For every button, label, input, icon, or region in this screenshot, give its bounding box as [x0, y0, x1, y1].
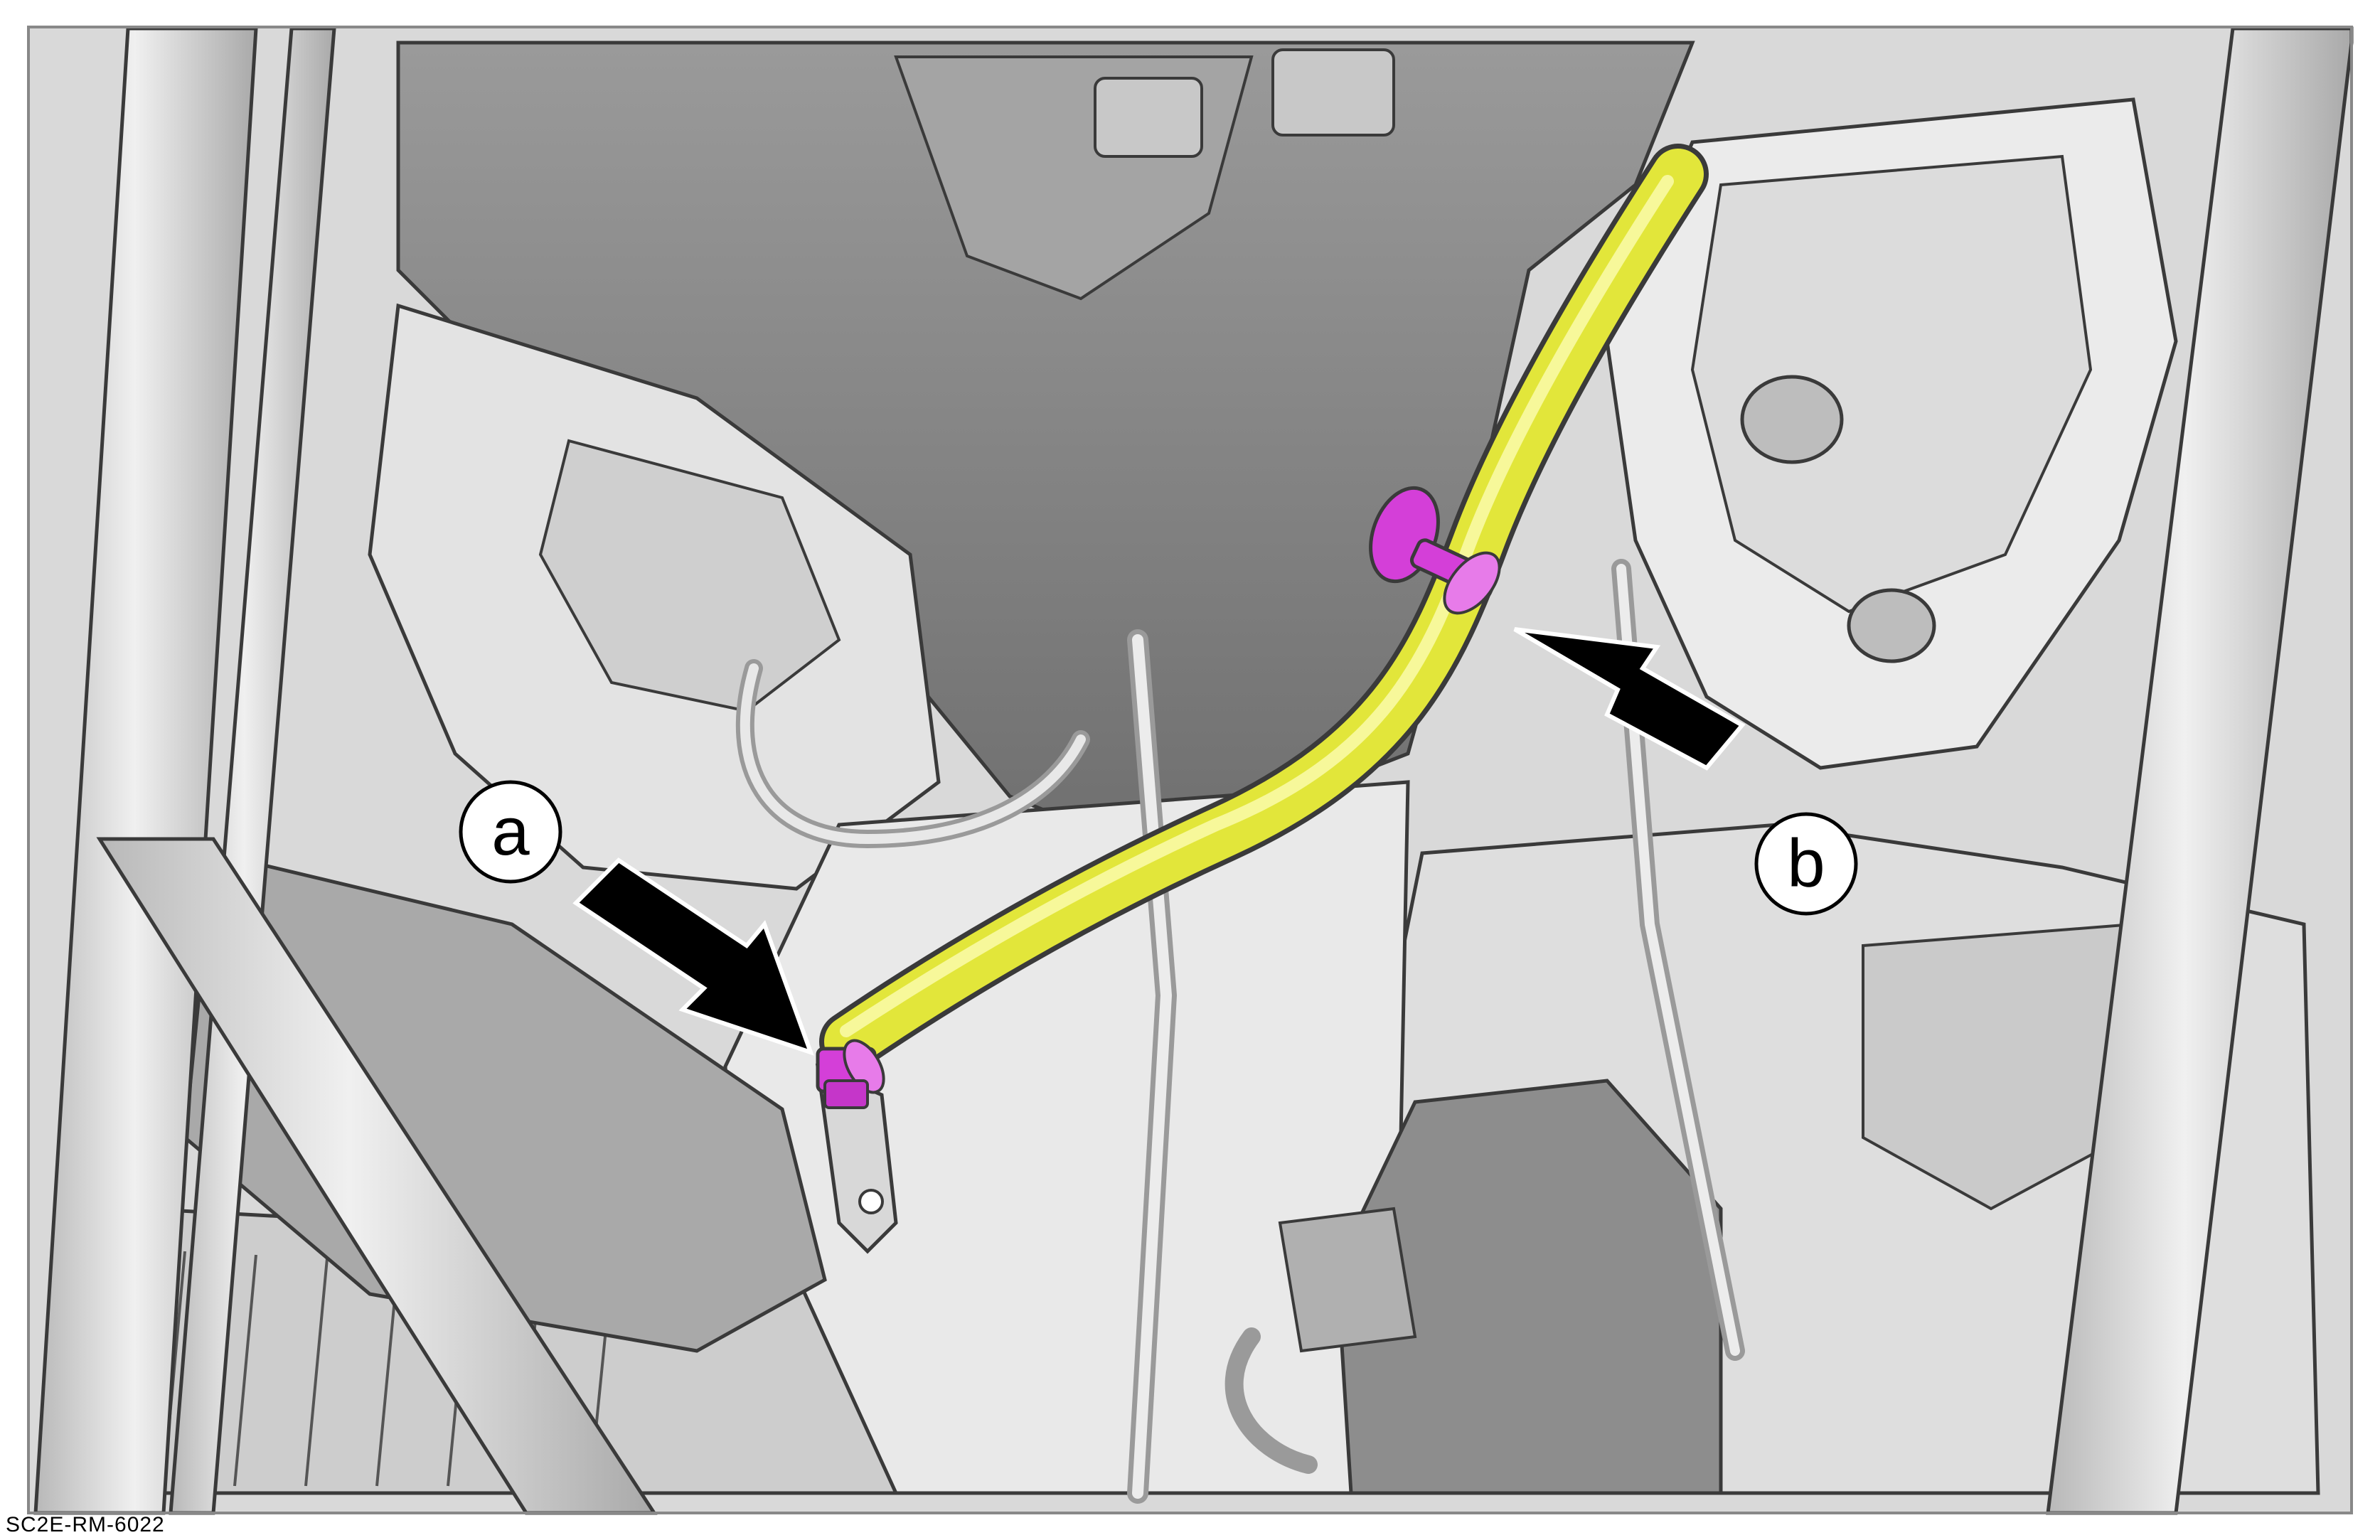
callout-b-label: b [1787, 825, 1825, 902]
bracket-bolt-hole-lower [1847, 588, 1936, 663]
illustration-border [27, 26, 2353, 1514]
callout-a-circle [459, 780, 562, 884]
wire-harness-center-outline [740, 663, 1086, 845]
right-bracket-face [1690, 154, 2093, 614]
duct-slot-1 [1094, 77, 1203, 158]
clip-b[interactable] [1358, 478, 1510, 623]
callout-b-circle [1754, 812, 1858, 916]
arrow-a [572, 857, 814, 1056]
actuator-motor [1278, 1207, 1417, 1353]
wire-harness-lower-left [1224, 1327, 1318, 1474]
clip-a[interactable] [816, 1034, 892, 1109]
highlighted-drain-tube-highlight [840, 175, 1674, 1037]
callout-a-label: a [491, 793, 530, 870]
wire-harness-vertical-core [1132, 634, 1173, 1499]
wire-harness-right-core [1616, 564, 1740, 1356]
arrow-b [1513, 627, 1746, 771]
duct-slot-2 [1271, 48, 1395, 137]
bracket-bolt-hole-upper [1740, 375, 1844, 464]
reference-code: SC2E-RM-6022 [6, 1513, 165, 1536]
mounting-tab-hole [858, 1189, 884, 1214]
